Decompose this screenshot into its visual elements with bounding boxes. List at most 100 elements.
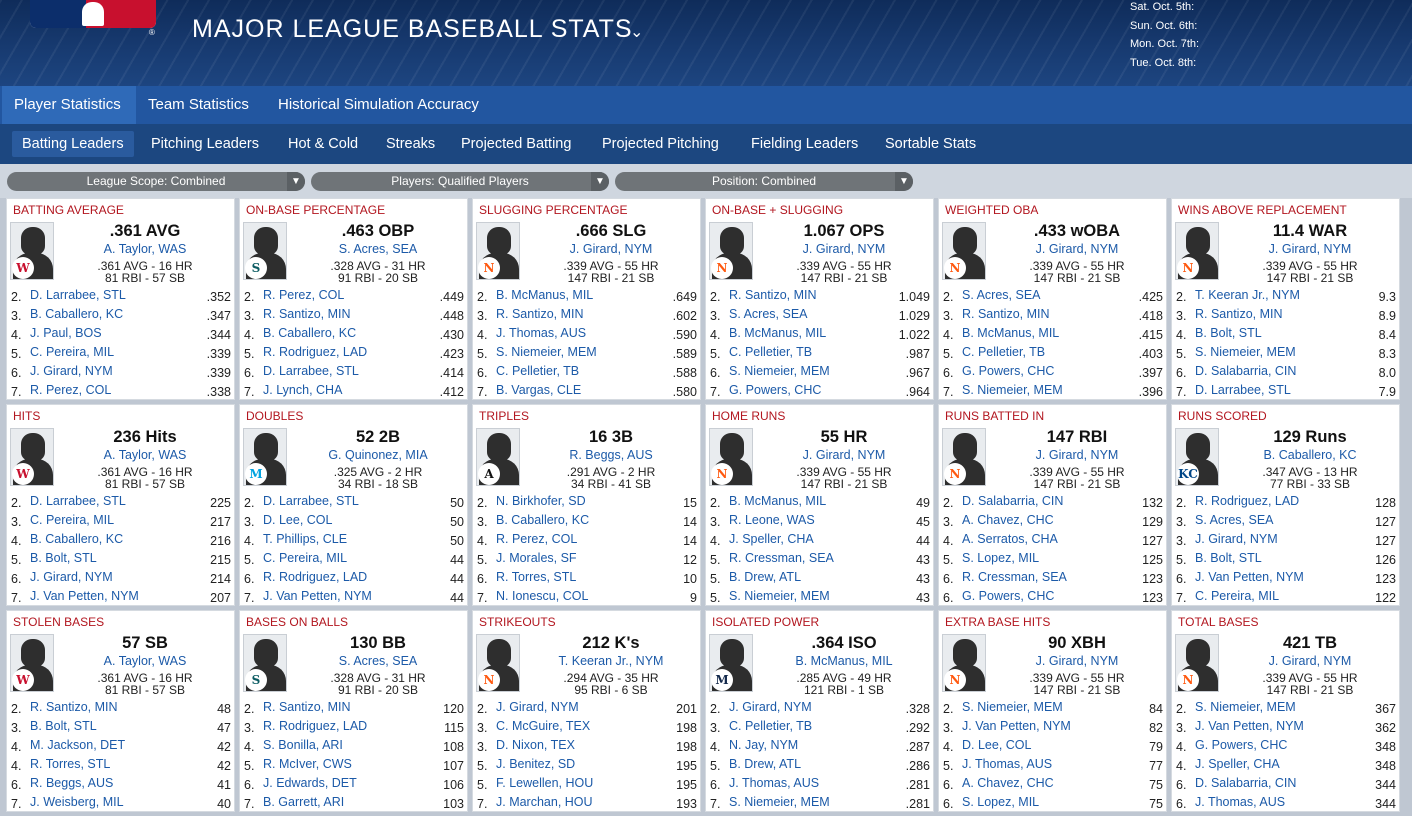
player-link[interactable]: B. Caballero, KC [30, 307, 124, 321]
player-photo[interactable]: N [709, 222, 753, 280]
leader-player-link[interactable]: B. McManus, MIL [795, 654, 893, 668]
player-link[interactable]: C. Pelletier, TB [729, 345, 813, 359]
player-link[interactable]: R. Cressman, SEA [962, 570, 1067, 584]
player-link[interactable]: F. Lewellen, HOU [496, 776, 594, 790]
player-link[interactable]: B. McManus, MIL [962, 326, 1060, 340]
subtab-fielding-leaders[interactable]: Fielding Leaders [751, 136, 859, 152]
player-link[interactable]: B. Bolt, STL [30, 719, 97, 733]
player-link[interactable]: R. Rodriguez, LAD [263, 570, 368, 584]
player-link[interactable]: J. Van Petten, NYM [962, 719, 1071, 733]
player-link[interactable]: R. Santizo, MIN [496, 307, 584, 321]
player-link[interactable]: S. Niemeier, MEM [729, 364, 830, 378]
player-link[interactable]: J. Girard, NYM [30, 364, 113, 378]
subtab-projected-pitching[interactable]: Projected Pitching [602, 136, 719, 152]
position-dropdown[interactable]: Position: Combined ▼ [615, 172, 913, 191]
player-photo[interactable]: N [476, 634, 520, 692]
player-link[interactable]: J. Van Petten, NYM [1195, 719, 1304, 733]
player-link[interactable]: R. Rodriguez, LAD [263, 719, 368, 733]
player-link[interactable]: J. Speller, CHA [729, 532, 814, 546]
player-link[interactable]: A. Chavez, CHC [962, 776, 1054, 790]
player-photo[interactable]: N [1175, 634, 1219, 692]
player-link[interactable]: S. Bonilla, ARI [263, 738, 343, 752]
player-link[interactable]: D. Lee, COL [962, 738, 1032, 752]
player-link[interactable]: S. Acres, SEA [729, 307, 808, 321]
player-photo[interactable]: S [243, 222, 287, 280]
player-link[interactable]: J. Girard, NYM [729, 700, 812, 714]
player-link[interactable]: S. Acres, SEA [962, 288, 1041, 302]
tab-player-statistics[interactable]: Player Statistics [2, 86, 136, 124]
player-link[interactable]: S. Niemeier, MEM [496, 345, 597, 359]
leader-player-link[interactable]: J. Girard, NYM [802, 448, 886, 462]
player-link[interactable]: A. Serratos, CHA [962, 532, 1058, 546]
player-photo[interactable]: W [10, 634, 54, 692]
leader-player-link[interactable]: J. Girard, NYM [1035, 242, 1119, 256]
subtab-projected-batting[interactable]: Projected Batting [461, 136, 572, 152]
tab-historical-simulation-accuracy[interactable]: Historical Simulation Accuracy [278, 96, 479, 113]
player-photo[interactable]: A [476, 428, 520, 486]
player-link[interactable]: B. Caballero, KC [496, 513, 590, 527]
player-link[interactable]: S. Niemeier, MEM [1195, 345, 1296, 359]
leader-player-link[interactable]: J. Girard, NYM [1035, 654, 1119, 668]
player-link[interactable]: R. Santizo, MIN [30, 700, 118, 714]
player-link[interactable]: J. Marchan, HOU [496, 795, 593, 809]
player-link[interactable]: G. Powers, CHC [962, 589, 1055, 603]
player-link[interactable]: R. Cressman, SEA [729, 551, 834, 565]
player-link[interactable]: D. Larrabee, STL [30, 288, 126, 302]
player-link[interactable]: J. Van Petten, NYM [30, 589, 139, 603]
player-link[interactable]: J. Thomas, AUS [496, 326, 587, 340]
player-link[interactable]: D. Larrabee, STL [263, 494, 359, 508]
player-link[interactable]: C. Pereira, MIL [1195, 589, 1280, 603]
player-link[interactable]: J. Van Petten, NYM [263, 589, 372, 603]
player-link[interactable]: D. Larrabee, STL [30, 494, 126, 508]
leader-player-link[interactable]: A. Taylor, WAS [103, 242, 187, 256]
player-link[interactable]: B. Caballero, KC [263, 326, 357, 340]
player-photo[interactable]: N [942, 634, 986, 692]
player-link[interactable]: R. Torres, STL [496, 570, 577, 584]
player-link[interactable]: B. Vargas, CLE [496, 383, 582, 397]
player-link[interactable]: N. Jay, NYM [729, 738, 799, 752]
player-link[interactable]: T. Keeran Jr., NYM [1195, 288, 1300, 302]
player-link[interactable]: C. McGuire, TEX [496, 719, 591, 733]
player-link[interactable]: R. Rodriguez, LAD [1195, 494, 1300, 508]
leader-player-link[interactable]: J. Girard, NYM [1268, 654, 1352, 668]
leader-player-link[interactable]: J. Girard, NYM [802, 242, 886, 256]
player-link[interactable]: G. Powers, CHC [1195, 738, 1288, 752]
player-link[interactable]: R. Santizo, MIN [263, 700, 351, 714]
player-link[interactable]: B. Bolt, STL [30, 551, 97, 565]
schedule-date[interactable]: Sat. Oct. 5th: [1130, 1, 1195, 13]
player-photo[interactable]: N [476, 222, 520, 280]
subtab-pitching-leaders[interactable]: Pitching Leaders [151, 136, 260, 152]
player-link[interactable]: G. Powers, CHC [962, 364, 1055, 378]
player-link[interactable]: S. Niemeier, MEM [962, 700, 1063, 714]
player-link[interactable]: R. Perez, COL [263, 288, 345, 302]
leader-player-link[interactable]: A. Taylor, WAS [103, 448, 187, 462]
leader-player-link[interactable]: T. Keeran Jr., NYM [558, 654, 664, 668]
player-link[interactable]: J. Thomas, AUS [729, 776, 820, 790]
leader-player-link[interactable]: S. Acres, SEA [338, 654, 418, 668]
player-link[interactable]: N. Birkhofer, SD [496, 494, 586, 508]
player-link[interactable]: C. Pelletier, TB [496, 364, 580, 378]
player-link[interactable]: R. Santizo, MIN [962, 307, 1050, 321]
player-link[interactable]: S. Lopez, MIL [962, 795, 1040, 809]
player-link[interactable]: J. Speller, CHA [1195, 757, 1280, 771]
leader-player-link[interactable]: A. Taylor, WAS [103, 654, 187, 668]
player-link[interactable]: J. Edwards, DET [263, 776, 357, 790]
player-link[interactable]: G. Powers, CHC [729, 383, 822, 397]
player-link[interactable]: S. Lopez, MIL [962, 551, 1040, 565]
player-photo[interactable]: N [942, 428, 986, 486]
leader-player-link[interactable]: S. Acres, SEA [338, 242, 418, 256]
subtab-hot-cold[interactable]: Hot & Cold [288, 136, 359, 152]
subtab-batting-leaders[interactable]: Batting Leaders [12, 131, 134, 157]
player-photo[interactable]: M [243, 428, 287, 486]
player-link[interactable]: J. Girard, NYM [30, 570, 113, 584]
player-link[interactable]: S. Acres, SEA [1195, 513, 1274, 527]
player-link[interactable]: J. Paul, BOS [30, 326, 102, 340]
player-link[interactable]: R. Rodriguez, LAD [263, 345, 368, 359]
player-link[interactable]: C. Pereira, MIL [30, 513, 115, 527]
schedule-date[interactable]: Sun. Oct. 6th: [1130, 19, 1198, 32]
player-photo[interactable]: N [1175, 222, 1219, 280]
leader-player-link[interactable]: J. Girard, NYM [569, 242, 653, 256]
player-link[interactable]: J. Morales, SF [496, 551, 577, 565]
player-link[interactable]: B. Caballero, KC [30, 532, 124, 546]
player-link[interactable]: D. Lee, COL [263, 513, 333, 527]
